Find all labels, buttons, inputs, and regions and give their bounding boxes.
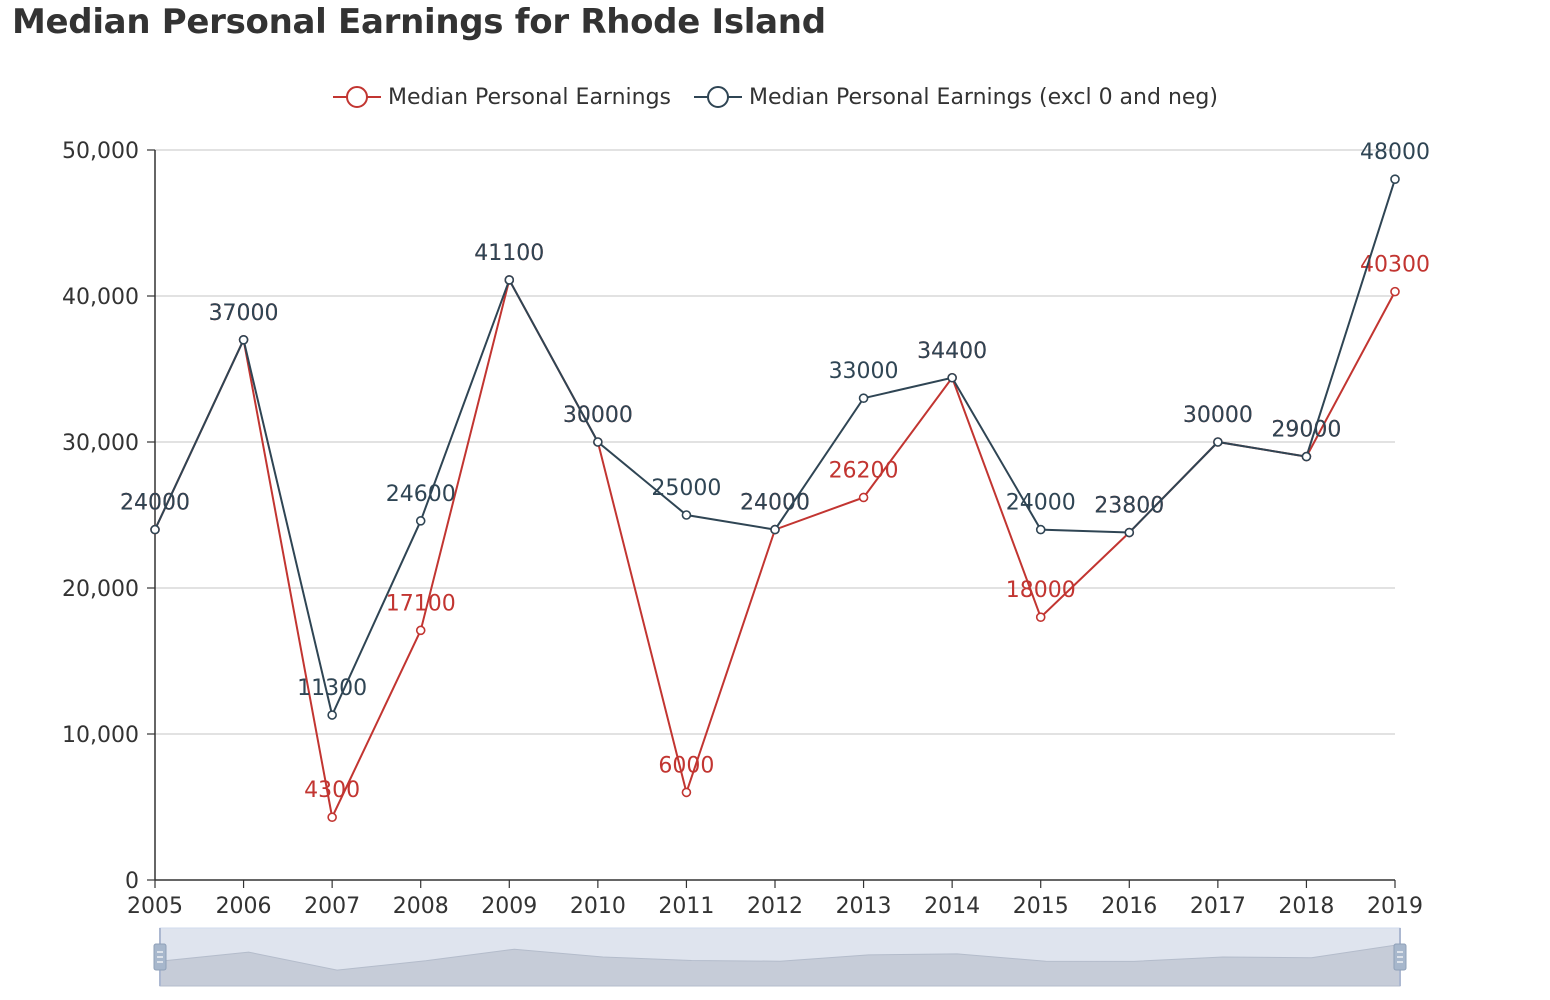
data-label-series-1: 18000	[1006, 578, 1076, 603]
data-point-series-2[interactable]	[593, 437, 603, 447]
x-tick-label: 2012	[747, 894, 803, 919]
x-tick-label: 2005	[127, 894, 183, 919]
data-label-series-2: 24000	[740, 491, 810, 516]
y-tick-label: 0	[125, 869, 139, 894]
legend-label-series-1: Median Personal Earnings	[388, 84, 672, 110]
data-label-series-2: 34400	[917, 339, 987, 364]
x-tick-label: 2013	[836, 894, 892, 919]
data-point-series-1[interactable]	[327, 812, 337, 823]
data-label-series-1: 23800	[1094, 494, 1164, 519]
data-label-series-2: 29000	[1271, 418, 1341, 443]
x-tick-label: 2014	[924, 894, 980, 919]
data-label-series-1: 41100	[474, 241, 544, 266]
data-label-series-2: 11300	[297, 676, 367, 701]
data-label-series-2: 37000	[209, 301, 279, 326]
y-tick-label: 40,000	[62, 285, 139, 310]
data-label-series-2: 30000	[1183, 403, 1253, 428]
data-label-series-2: 23800	[1094, 494, 1164, 519]
data-point-series-2[interactable]	[504, 275, 515, 285]
data-label-series-2: 24000	[120, 491, 190, 516]
y-tick-label: 30,000	[62, 431, 139, 456]
data-point-series-2[interactable]	[327, 710, 337, 720]
data-label-series-1: 4300	[304, 778, 360, 803]
data-point-series-2[interactable]	[150, 524, 160, 535]
data-point-series-1[interactable]	[681, 787, 692, 798]
data-label-series-1: 24000	[120, 491, 190, 516]
legend-item-series-1[interactable]: Median Personal Earnings	[332, 84, 671, 110]
x-tick-label: 2006	[216, 894, 272, 919]
series-line-1	[154, 277, 1396, 821]
data-label-series-2: 24000	[1006, 491, 1076, 516]
x-tick-label: 2018	[1278, 894, 1334, 919]
x-tick-label: 2017	[1190, 894, 1246, 919]
data-label-series-2: 48000	[1360, 140, 1430, 165]
data-point-series-2[interactable]	[1390, 174, 1400, 184]
x-tick-label: 2008	[393, 894, 449, 919]
data-label-series-1: 17100	[386, 591, 456, 616]
data-point-series-2[interactable]	[1035, 524, 1046, 535]
x-tick-label: 2019	[1367, 894, 1423, 919]
data-point-series-2[interactable]	[947, 372, 957, 383]
data-label-series-1: 29000	[1271, 418, 1341, 443]
x-tick-label: 2016	[1101, 894, 1157, 919]
series-line-2	[154, 178, 1396, 719]
x-tick-label: 2009	[481, 894, 537, 919]
data-label-series-1: 37000	[209, 301, 279, 326]
data-zoom-preview-area	[159, 943, 1401, 987]
data-point-series-2[interactable]	[1301, 451, 1312, 462]
y-tick-label: 50,000	[62, 139, 139, 164]
data-label-series-2: 30000	[563, 403, 633, 428]
legend-item-series-2[interactable]: Median Personal Earnings (excl 0 and neg…	[693, 84, 1218, 110]
data-label-series-2: 33000	[829, 359, 899, 384]
y-tick-label: 20,000	[62, 577, 139, 602]
x-tick-label: 2007	[304, 894, 360, 919]
x-tick-label: 2010	[570, 894, 626, 919]
data-point-series-2[interactable]	[681, 510, 692, 520]
legend-label-series-2: Median Personal Earnings (excl 0 and neg…	[749, 84, 1218, 110]
data-label-series-1: 34400	[917, 339, 987, 364]
data-label-series-2: 25000	[651, 476, 721, 501]
data-label-series-1: 30000	[1183, 403, 1253, 428]
x-tick-label: 2015	[1013, 894, 1069, 919]
data-point-series-1[interactable]	[858, 492, 869, 503]
data-label-series-1: 30000	[563, 403, 633, 428]
data-label-series-2: 24600	[386, 482, 456, 507]
data-label-series-1: 40300	[1360, 253, 1430, 278]
data-point-series-2[interactable]	[415, 516, 426, 526]
data-point-series-2[interactable]	[1213, 437, 1223, 447]
data-point-series-1[interactable]	[415, 625, 426, 636]
x-tick-label: 2011	[658, 894, 714, 919]
data-point-series-2[interactable]	[770, 524, 780, 535]
legend: Median Personal Earnings Median Personal…	[0, 84, 1550, 110]
chart-title: Median Personal Earnings for Rhode Islan…	[12, 2, 826, 42]
legend-marker-series-1-icon	[333, 86, 382, 108]
data-point-series-2[interactable]	[858, 393, 869, 404]
data-label-series-1: 26200	[829, 458, 899, 483]
data-point-series-2[interactable]	[1124, 527, 1135, 538]
data-label-series-1: 6000	[658, 753, 714, 778]
data-point-series-1[interactable]	[1035, 612, 1046, 623]
data-point-series-2[interactable]	[238, 334, 249, 345]
data-point-series-1[interactable]	[1390, 286, 1400, 297]
y-tick-label: 10,000	[62, 723, 139, 748]
data-label-series-2: 41100	[474, 241, 544, 266]
legend-marker-series-2-icon	[694, 86, 743, 108]
